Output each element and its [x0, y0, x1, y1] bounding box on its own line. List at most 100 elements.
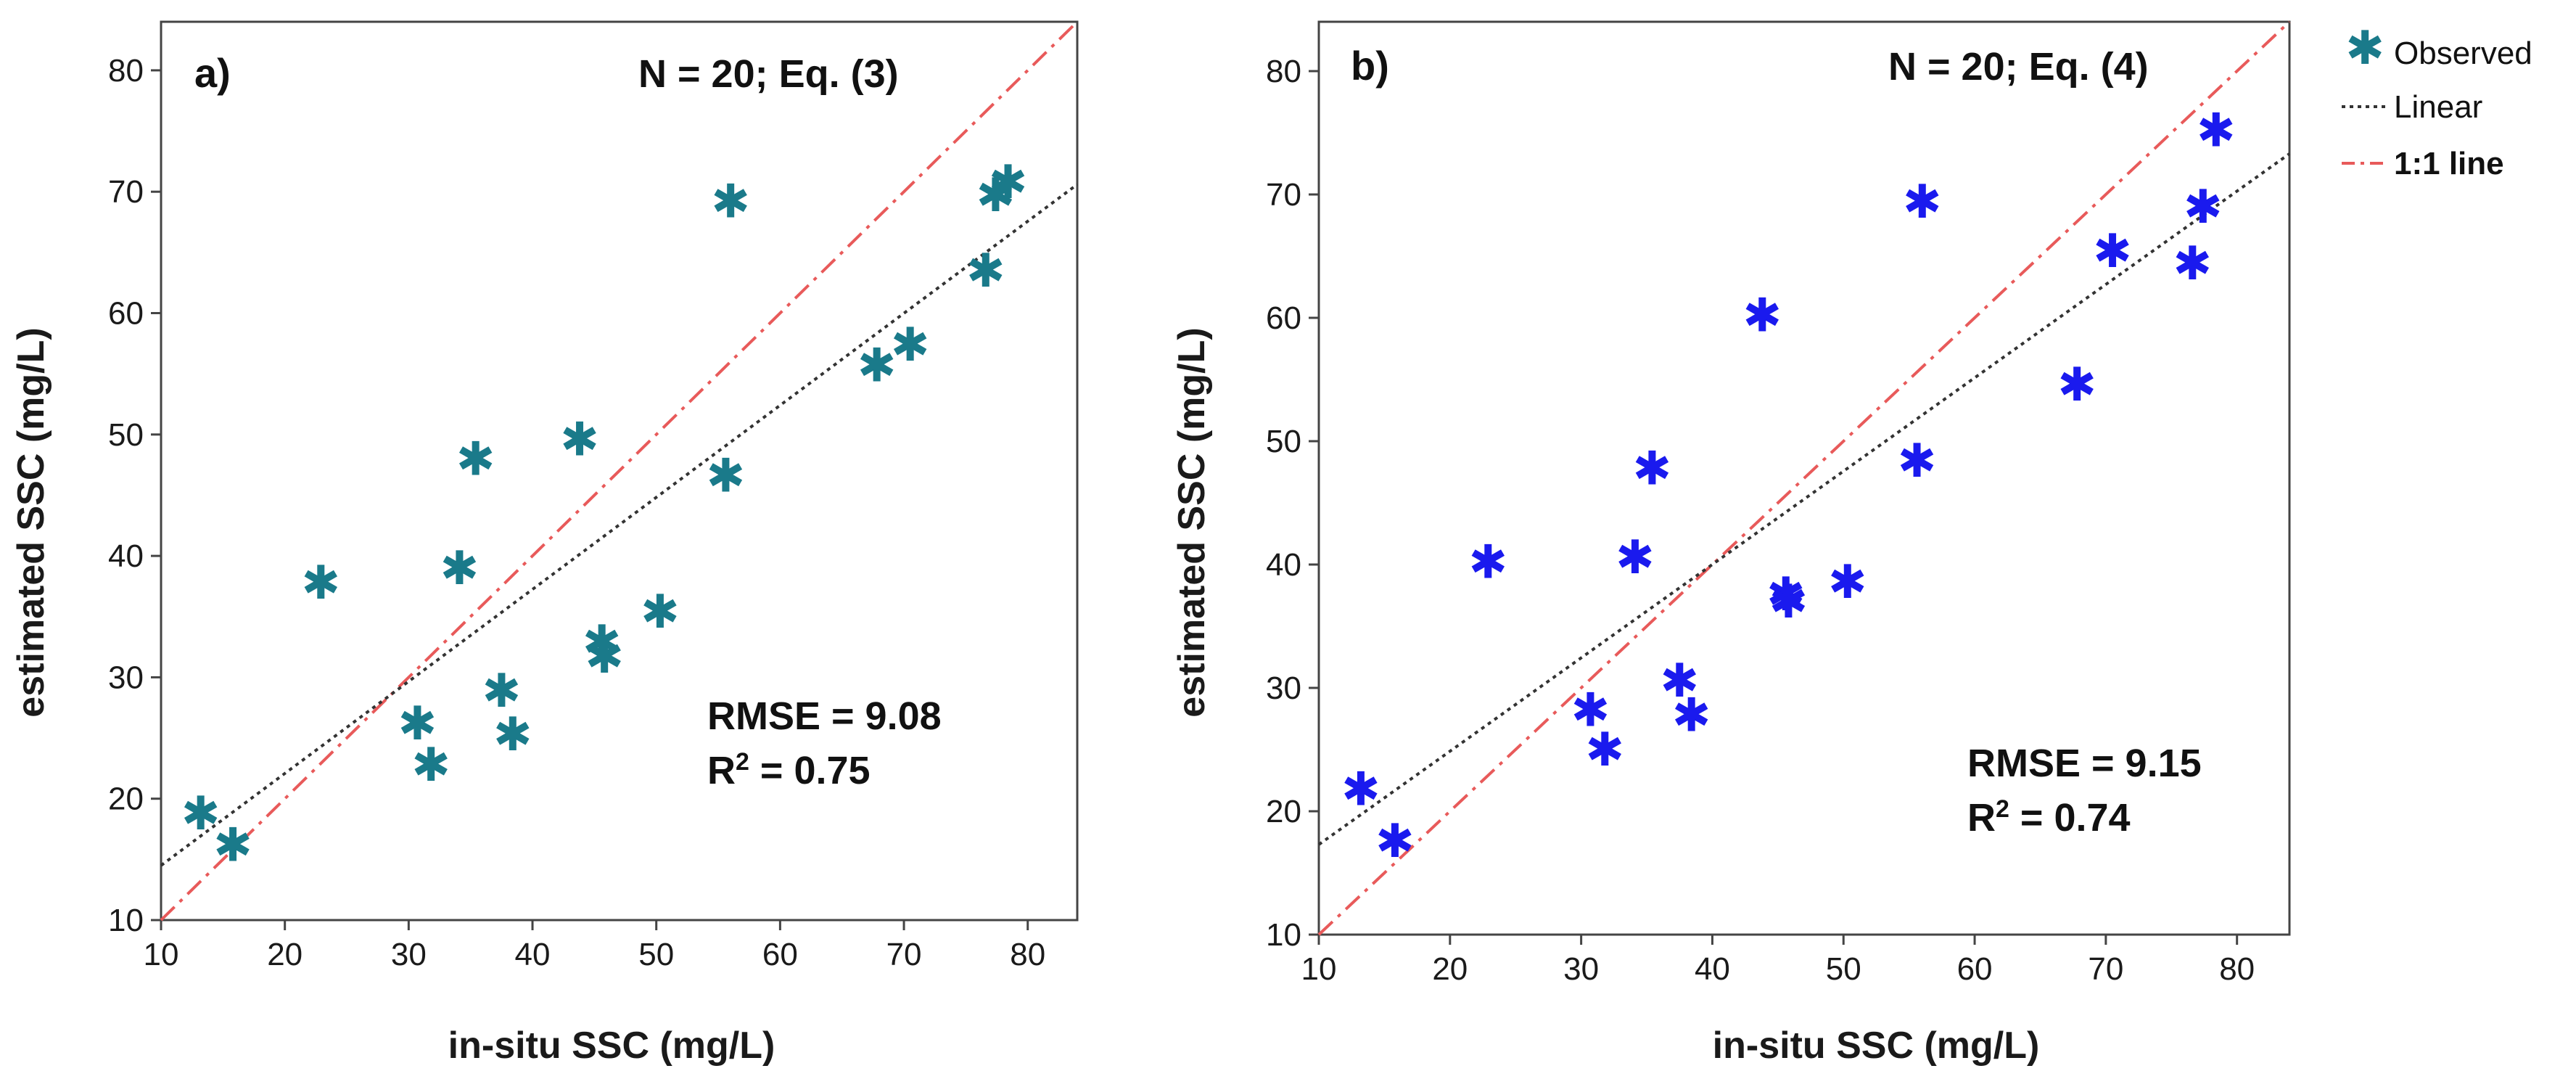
y-tick-label: 10 [1266, 917, 1301, 953]
x-tick-label: 20 [1432, 951, 1468, 987]
x-tick-label: 70 [2088, 951, 2123, 987]
panel-label: b) [1351, 43, 1389, 89]
r2-label: R2 = 0.74 [1967, 795, 2131, 840]
data-point: ✱ [966, 245, 1005, 297]
x-tick-label: 60 [762, 937, 798, 972]
plot-frame [1317, 20, 2291, 936]
data-point: ✱ [1769, 575, 1808, 628]
data-point: ✱ [2093, 225, 2132, 277]
data-point: ✱ [585, 631, 624, 683]
observed-points: ✱✱✱✱✱✱✱✱✱✱✱✱✱✱✱✱✱✱✱✱ [1341, 104, 2236, 867]
data-point: ✱ [1898, 435, 1937, 487]
data-point: ✱ [411, 739, 450, 791]
r2-label: R2 = 0.75 [707, 748, 871, 792]
y-tick-label: 40 [1266, 547, 1301, 583]
y-tick-label: 30 [1266, 670, 1301, 706]
legend-item-one-to-one: 1:1 line [2342, 146, 2504, 181]
x-axis-label: in-situ SSC (mg/L) [448, 1025, 775, 1067]
annotation-n: N = 20; Eq. (3) [638, 52, 899, 96]
legend: ✱ Observed Linear 1:1 line [2342, 22, 2532, 181]
x-tick-label: 50 [638, 937, 674, 972]
linear-fit-line [160, 183, 1079, 867]
star-icon: ✱ [2345, 22, 2384, 74]
y-tick-label: 50 [1266, 424, 1301, 459]
legend-item-linear: Linear [2342, 89, 2482, 125]
data-point: ✱ [706, 450, 745, 502]
panel-label: a) [194, 50, 231, 96]
data-point: ✱ [583, 616, 622, 668]
data-point: ✱ [1672, 689, 1711, 741]
one-to-one-line [1317, 20, 2291, 936]
y-tick-label: 70 [1266, 177, 1301, 213]
y-tick-label: 40 [108, 538, 144, 574]
rmse-label: RMSE = 9.15 [1967, 742, 2202, 785]
y-tick-label: 30 [108, 660, 144, 695]
data-point: ✱ [711, 176, 750, 228]
data-point: ✱ [1660, 655, 1699, 707]
data-point: ✱ [857, 339, 897, 391]
data-point: ✱ [2057, 358, 2096, 411]
y-axis-label: estimated SSC (mg/L) [10, 327, 52, 717]
data-point: ✱ [398, 697, 437, 750]
one-to-one-line [160, 20, 1079, 922]
x-tick-label: 10 [144, 937, 179, 972]
data-point: ✱ [1571, 684, 1610, 737]
data-point: ✱ [2184, 181, 2223, 233]
data-point: ✱ [1341, 763, 1380, 815]
data-point: ✱ [456, 432, 495, 485]
data-point: ✱ [1375, 815, 1415, 867]
data-point: ✱ [213, 819, 252, 871]
y-ticks: 10 20 30 40 50 60 70 80 [1266, 54, 1319, 953]
x-tick-label: 20 [267, 937, 303, 972]
y-tick-label: 10 [108, 903, 144, 938]
data-point: ✱ [440, 542, 480, 594]
y-tick-label: 70 [108, 174, 144, 210]
legend-item-observed: ✱ Observed [2345, 22, 2532, 74]
legend-label: Linear [2394, 89, 2482, 125]
y-tick-label: 50 [108, 417, 144, 453]
x-tick-label: 80 [2219, 951, 2255, 987]
x-ticks: 10 20 30 40 50 60 70 80 [144, 920, 1045, 972]
data-point: ✱ [1903, 176, 1942, 228]
data-point: ✱ [301, 557, 340, 609]
x-tick-label: 70 [886, 937, 922, 972]
y-ticks: 10 20 30 40 50 60 70 80 [108, 53, 161, 938]
x-tick-label: 60 [1957, 951, 1993, 987]
x-axis-label: in-situ SSC (mg/L) [1713, 1025, 2040, 1067]
y-tick-label: 20 [108, 781, 144, 817]
data-point: ✱ [2173, 237, 2212, 290]
annotation-n: N = 20; Eq. (4) [1888, 45, 2149, 89]
data-point: ✱ [560, 414, 599, 466]
data-point: ✱ [1585, 723, 1624, 776]
data-point: ✱ [641, 586, 680, 638]
x-tick-label: 40 [1695, 951, 1730, 987]
y-tick-label: 60 [108, 296, 144, 332]
data-point: ✱ [989, 156, 1028, 208]
data-point: ✱ [1616, 531, 1655, 583]
data-point: ✱ [891, 319, 930, 371]
data-point: ✱ [976, 169, 1016, 221]
x-tick-label: 30 [391, 937, 427, 972]
data-point: ✱ [181, 787, 221, 840]
x-tick-label: 50 [1826, 951, 1861, 987]
x-tick-label: 80 [1010, 937, 1045, 972]
legend-label: 1:1 line [2394, 146, 2504, 181]
x-tick-label: 10 [1301, 951, 1337, 987]
panel-a: estimated SSC (mg/L) in-situ SSC (mg/L) … [10, 20, 1079, 1067]
y-axis-label: estimated SSC (mg/L) [1171, 327, 1213, 717]
data-point: ✱ [1468, 536, 1507, 588]
data-point: ✱ [493, 708, 532, 760]
data-point: ✱ [1632, 442, 1671, 494]
data-point: ✱ [2197, 104, 2236, 157]
plot-frame [160, 20, 1079, 922]
data-point: ✱ [1742, 290, 1782, 342]
x-ticks: 10 20 30 40 50 60 70 80 [1301, 935, 2255, 987]
y-tick-label: 60 [1266, 300, 1301, 336]
y-tick-label: 80 [1266, 54, 1301, 89]
x-tick-label: 40 [515, 937, 551, 972]
data-point: ✱ [1766, 568, 1806, 620]
y-tick-label: 20 [1266, 794, 1301, 829]
rmse-label: RMSE = 9.08 [707, 694, 942, 738]
data-point: ✱ [482, 665, 522, 717]
